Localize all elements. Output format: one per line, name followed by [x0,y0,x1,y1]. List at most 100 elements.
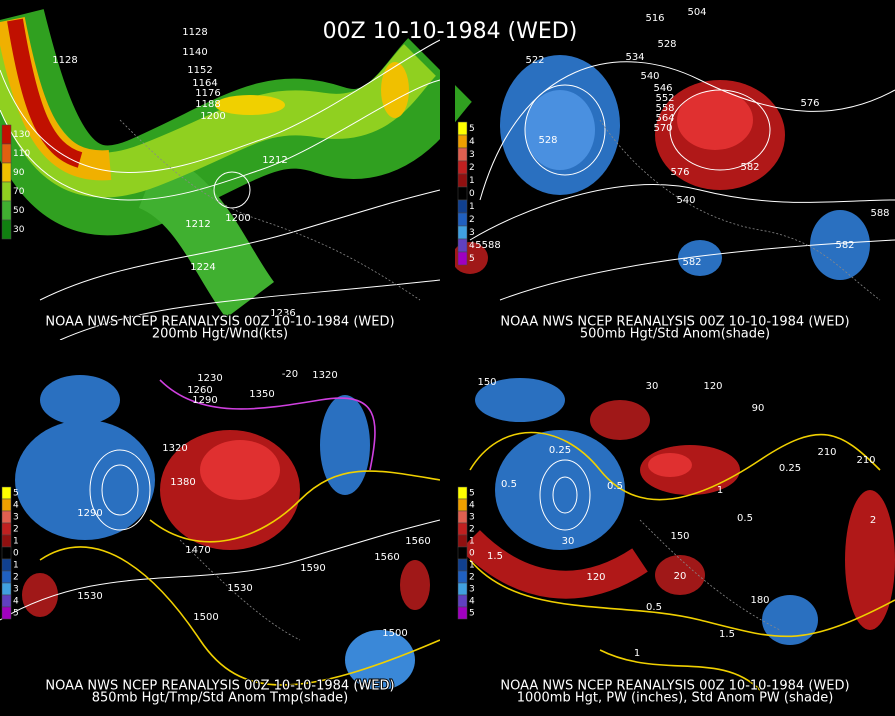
contour-label: 90 [752,403,765,414]
legend-swatch [457,498,468,512]
contour-label: 1164 [192,78,217,89]
contour-label: 150 [670,531,689,542]
contour-label: 1224 [190,262,215,273]
legend-label: 70 [13,187,25,197]
contour-label: 552 [655,93,674,104]
panel-gap [0,340,895,375]
anomaly-shade [655,555,705,595]
legend-swatch [1,570,12,584]
contour-label: 1.5 [719,629,735,640]
legend-label: 5 [469,609,475,619]
panel-1000mb [460,378,895,691]
contour-label: 0.25 [779,463,801,474]
legend-swatch [457,594,468,608]
legend-label: 4 [469,137,475,147]
legend-label: 5 [13,489,19,499]
legend-label: 1 [13,561,19,571]
contour-label: 180 [750,595,769,606]
contour-label: 1152 [187,65,212,76]
panel-caption: 850mb Hgt/Tmp/Std Anom Tmp(shade) [92,691,348,706]
legend-swatch [457,147,468,162]
legend-label: 5 [13,609,19,619]
contour-label: 1128 [52,55,77,66]
contour-label: 0.25 [549,445,571,456]
legend-label: 50 [13,206,25,216]
contour-label: 588 [870,208,889,219]
contour [101,464,139,516]
contour-label: 0.5 [646,602,662,613]
contour-label: 582 [740,162,759,173]
jet-shade [7,18,83,168]
contour-label: 1380 [170,477,195,488]
legend-swatch [1,594,12,608]
contour-label: 1 [634,648,640,659]
panel-caption: 1000mb Hgt, PW (inches), Std Anom PW (sh… [517,691,834,706]
contour-label: 528 [657,39,676,50]
contour-label: 1.5 [487,551,503,562]
contour-label: 1128 [182,27,207,38]
contour [0,39,441,173]
anomaly-shade [400,560,430,610]
legend-swatch [1,498,12,512]
legend-swatch [457,522,468,536]
legend-label: 3 [469,513,475,523]
contour-label: 528 [538,135,557,146]
legend-label: 3 [469,150,475,160]
legend-label: 1 [469,537,475,547]
contour-label: 20 [674,571,687,582]
legend-label: 0 [469,189,475,199]
panel-source: NOAA NWS NCEP REANALYSIS 00Z 10-10-1984 … [500,679,849,694]
contour-label: 1140 [182,47,207,58]
legend-swatch [1,510,12,524]
anomaly-shade [15,420,155,540]
legend-swatch [1,200,12,221]
contour-label: 582 [835,240,854,251]
panel-500mb [452,55,895,301]
contour-label: 1200 [225,213,250,224]
contour-label: 1320 [162,443,187,454]
legend-swatch [457,606,468,620]
legend-swatch [1,522,12,536]
legend-swatch [1,546,12,560]
legend-label: 5 [469,489,475,499]
coastline [119,119,421,301]
contour [159,379,376,471]
legend-swatch [1,219,12,240]
legend-label: 4 [469,501,475,511]
anomaly-shade [40,375,120,425]
legend-label: 5 [469,124,475,134]
contour-label: 150 [477,377,496,388]
legend-label: 0 [13,549,19,559]
contour [0,519,441,621]
contour-label: 0.5 [501,479,517,490]
legend-swatch [457,238,468,253]
contour-label: 1176 [195,88,220,99]
contour-label: 210 [856,455,875,466]
contour-label: 1500 [382,628,407,639]
legend-label: 1 [469,561,475,571]
contour [149,470,441,543]
legend-label: 2 [13,573,19,583]
contour-label: 1212 [262,155,287,166]
contour-label: 1500 [193,612,218,623]
contour-label: 1290 [192,395,217,406]
legend-swatch [1,124,12,145]
anomaly-shade [495,430,625,550]
contour [669,89,771,171]
jet-shade [137,152,275,318]
contour-label: 30 [562,536,575,547]
contour-label: 534 [625,52,644,63]
legend-swatch [1,486,12,500]
contour-label: 1560 [374,552,399,563]
anomaly-shade [590,400,650,440]
contour-label: 1212 [185,219,210,230]
contour-label: 1188 [195,99,220,110]
contour-label: 1560 [405,536,430,547]
legend-swatch [457,510,468,524]
contour [539,459,591,531]
legend-swatch [457,212,468,227]
legend-swatch [1,582,12,596]
legend-label: 110 [13,149,30,159]
panel-200mb [0,9,474,341]
